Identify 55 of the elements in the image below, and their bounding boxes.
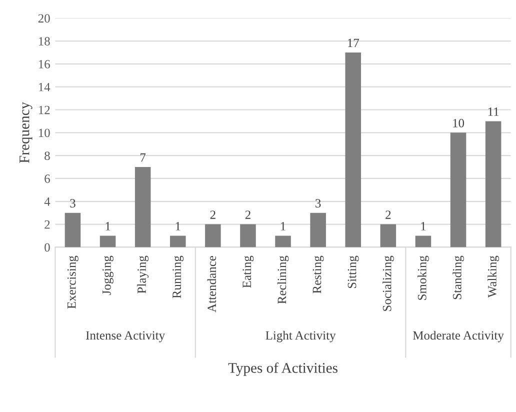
bar bbox=[100, 236, 116, 248]
data-label: 7 bbox=[140, 153, 146, 162]
x-tick-label: Jogging bbox=[102, 256, 114, 295]
x-tick-label: Running bbox=[172, 256, 184, 298]
bar bbox=[415, 236, 432, 248]
data-label: 1 bbox=[281, 222, 286, 230]
x-tick-label: Playing bbox=[137, 256, 149, 294]
bar bbox=[170, 236, 186, 248]
bar bbox=[134, 167, 151, 248]
x-axis-title: Types of Activities bbox=[228, 362, 338, 376]
y-tick-label: 0 bbox=[44, 243, 50, 252]
bar bbox=[380, 224, 396, 248]
bar bbox=[205, 224, 221, 248]
bar bbox=[485, 121, 502, 248]
y-tick-label: 14 bbox=[38, 82, 50, 92]
data-label: 2 bbox=[245, 210, 250, 219]
data-label: 1 bbox=[106, 222, 110, 230]
x-tick-label: Eating bbox=[242, 256, 254, 288]
data-label: 10 bbox=[453, 118, 464, 128]
x-tick-label: Attendance bbox=[207, 256, 216, 312]
x-tick-label: Reclining bbox=[277, 256, 289, 304]
y-tick-label: 12 bbox=[38, 106, 50, 114]
x-tick-label: Standing bbox=[452, 256, 464, 300]
bar bbox=[345, 52, 362, 248]
data-label: 2 bbox=[386, 210, 391, 219]
bar bbox=[240, 224, 256, 248]
text: Moderate Activity bbox=[412, 330, 504, 342]
data-label: 17 bbox=[348, 38, 360, 48]
y-axis-title: Frequency bbox=[20, 102, 32, 164]
bar bbox=[450, 132, 466, 248]
y-tick-label: 6 bbox=[44, 174, 50, 183]
x-tick-label: Smoking bbox=[418, 256, 429, 300]
text: Light Activity bbox=[266, 330, 336, 342]
text: Intense Activity bbox=[86, 331, 166, 342]
x-tick-label: Resting bbox=[312, 256, 324, 294]
x-tick-label: Walking bbox=[488, 256, 499, 298]
bar bbox=[64, 212, 81, 248]
y-tick-label: 8 bbox=[44, 152, 50, 160]
data-label: 2 bbox=[210, 210, 216, 219]
y-tick-label: 20 bbox=[38, 14, 50, 23]
bar bbox=[310, 212, 326, 248]
data-label: 1 bbox=[421, 222, 426, 230]
y-tick-label: 10 bbox=[38, 128, 50, 138]
bar bbox=[275, 236, 291, 248]
x-tick-label: Sitting bbox=[348, 256, 359, 288]
x-tick-label: Exercising bbox=[67, 256, 78, 309]
y-tick-label: 4 bbox=[44, 197, 50, 206]
y-tick-label: 2 bbox=[44, 220, 50, 229]
x-tick-label: Socializing bbox=[382, 256, 394, 311]
data-label: 3 bbox=[70, 199, 76, 208]
data-label: 1 bbox=[176, 222, 180, 230]
data-label: 11 bbox=[488, 108, 499, 116]
data-label: 3 bbox=[316, 199, 321, 208]
y-tick-label: 16 bbox=[38, 60, 50, 68]
y-tick-label: 18 bbox=[38, 37, 50, 46]
